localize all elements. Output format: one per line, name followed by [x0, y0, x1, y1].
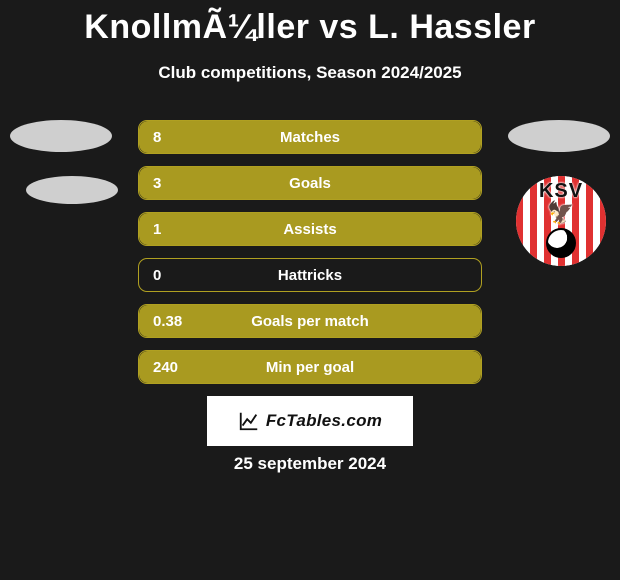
player-right-silhouette: [508, 120, 610, 152]
fctables-logo: FcTables.com: [207, 396, 413, 446]
club-badge-ball-icon: [546, 228, 576, 258]
stat-bar-label: Matches: [139, 121, 481, 153]
stat-bar-row: 0.38Goals per match: [138, 304, 482, 338]
player-left-silhouette-1: [10, 120, 112, 152]
page-title: KnollmÃ¼ller vs L. Hassler: [0, 0, 620, 47]
stat-bar-label: Min per goal: [139, 351, 481, 383]
club-badge-stripes: KSV 🦅: [516, 176, 606, 266]
comparison-date: 25 september 2024: [0, 454, 620, 474]
player-left-silhouette-2: [26, 176, 118, 204]
club-badge-eagle-icon: 🦅: [516, 200, 606, 226]
stat-bar-row: 0Hattricks: [138, 258, 482, 292]
stat-bar-row: 3Goals: [138, 166, 482, 200]
club-badge-right: KSV 🦅: [516, 176, 606, 266]
stat-bar-row: 8Matches: [138, 120, 482, 154]
stat-bars: 8Matches 3Goals 1Assists 0Hattricks 0.38Goal…: [138, 120, 482, 396]
comparison-card: KnollmÃ¼ller vs L. Hassler Club competit…: [0, 0, 620, 580]
stat-bar-label: Goals per match: [139, 305, 481, 337]
chart-icon: [238, 410, 260, 432]
fctables-text: FcTables.com: [266, 411, 382, 431]
stat-bar-label: Hattricks: [139, 259, 481, 291]
stat-bar-row: 240Min per goal: [138, 350, 482, 384]
stat-bar-label: Goals: [139, 167, 481, 199]
stat-bar-row: 1Assists: [138, 212, 482, 246]
stat-bar-label: Assists: [139, 213, 481, 245]
page-subtitle: Club competitions, Season 2024/2025: [0, 63, 620, 83]
